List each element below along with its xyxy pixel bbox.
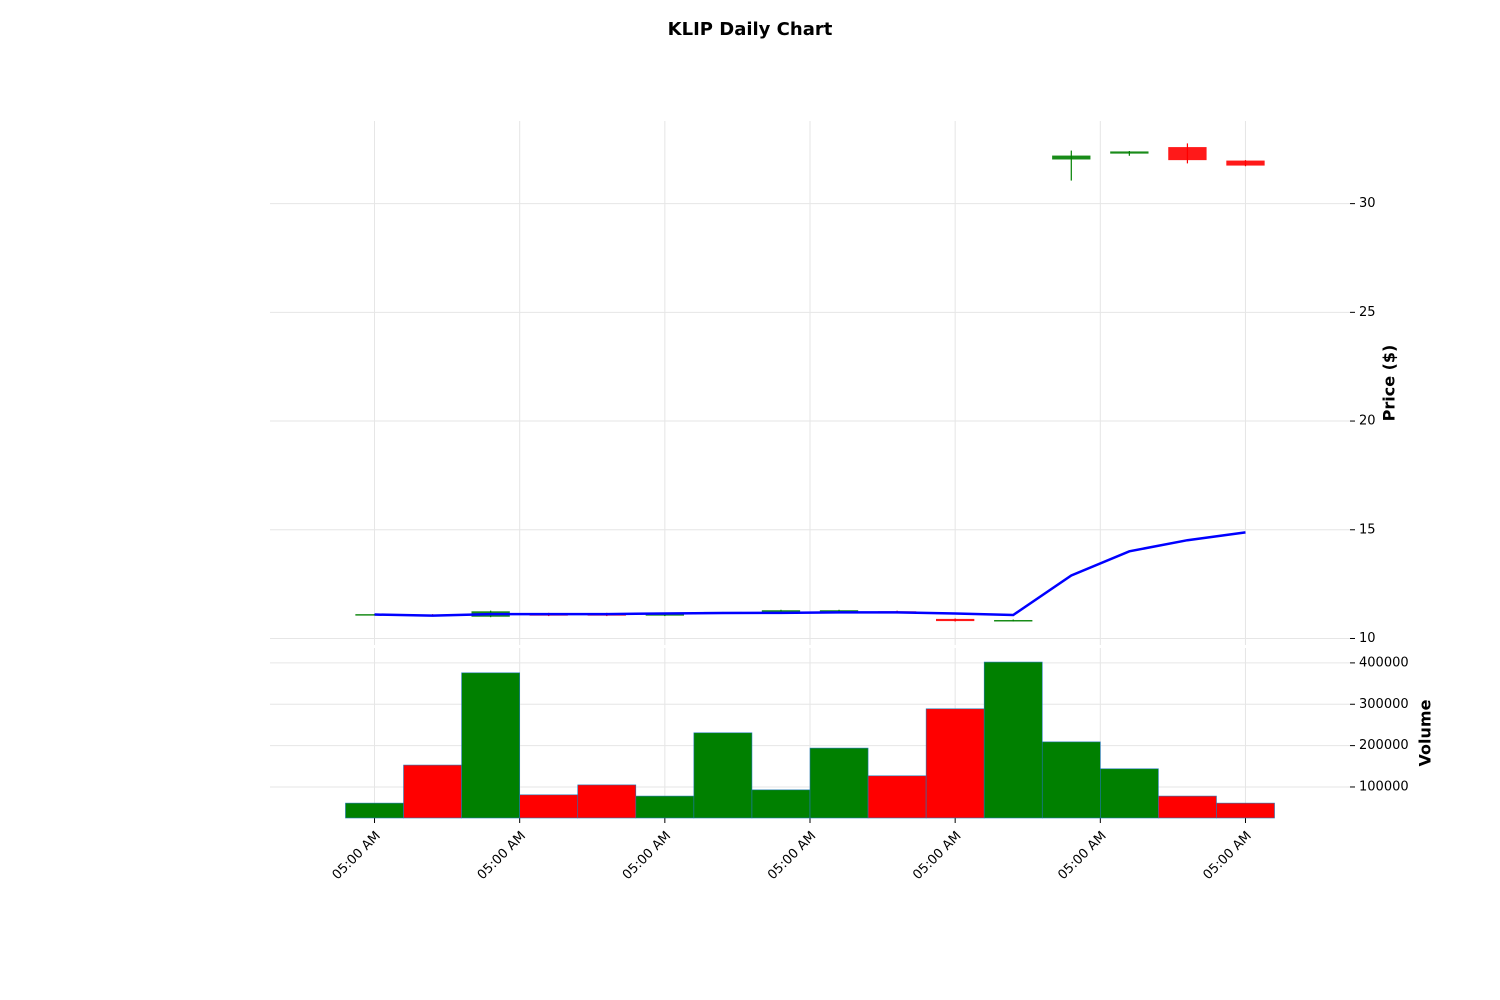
- x-tick-label: 05:00 AM: [620, 829, 674, 883]
- volume-bar: [1100, 768, 1159, 819]
- volume-tick-label: 200000: [1359, 738, 1409, 753]
- volume-tick-label: 300000: [1359, 697, 1409, 712]
- volume-bar: [461, 672, 520, 819]
- x-tick-label: 05:00 AM: [910, 829, 964, 883]
- x-tick-label: 05:00 AM: [330, 829, 384, 883]
- volume-bar: [1216, 802, 1275, 819]
- candle-body: [1226, 160, 1265, 166]
- candle-body: [994, 619, 1033, 622]
- candle-body: [1168, 147, 1207, 161]
- volume-bar: [1041, 741, 1101, 819]
- y-tick-label: 15: [1359, 522, 1376, 537]
- y-tick-label: 30: [1359, 196, 1376, 211]
- x-tick-label: 05:00 AM: [475, 829, 529, 883]
- volume-bar: [577, 784, 637, 819]
- candle-body: [936, 618, 975, 622]
- volume-bar: [925, 708, 985, 819]
- candle-body: [1052, 155, 1091, 160]
- volume-tick-label: 400000: [1359, 655, 1409, 670]
- candle-body: [1110, 151, 1149, 154]
- volume-bar: [693, 732, 753, 819]
- volume-bar: [635, 795, 695, 819]
- volume-axis-label: Volume: [1416, 699, 1435, 766]
- volume-bar: [519, 794, 579, 819]
- x-tick-label: 05:00 AM: [1201, 829, 1255, 883]
- volume-bar: [1158, 795, 1217, 819]
- volume-bar: [751, 789, 811, 819]
- volume-bar: [345, 802, 404, 819]
- y-tick-label: 20: [1359, 414, 1376, 429]
- volume-bar: [403, 764, 462, 819]
- x-tick-label: 05:00 AM: [765, 829, 819, 883]
- y-tick-label: 10: [1359, 631, 1376, 646]
- volume-bar: [809, 747, 869, 819]
- volume-bar: [867, 775, 927, 819]
- candle-body: [761, 610, 801, 613]
- volume-tick-label: 100000: [1359, 779, 1409, 794]
- moving-average-line: [374, 531, 1246, 617]
- chart-title: KLIP Daily Chart: [668, 19, 833, 40]
- y-axis-label: Price ($): [1380, 345, 1399, 422]
- x-tick-label: 05:00 AM: [1055, 829, 1109, 883]
- volume-bar: [983, 661, 1043, 819]
- y-tick-label: 25: [1359, 305, 1376, 320]
